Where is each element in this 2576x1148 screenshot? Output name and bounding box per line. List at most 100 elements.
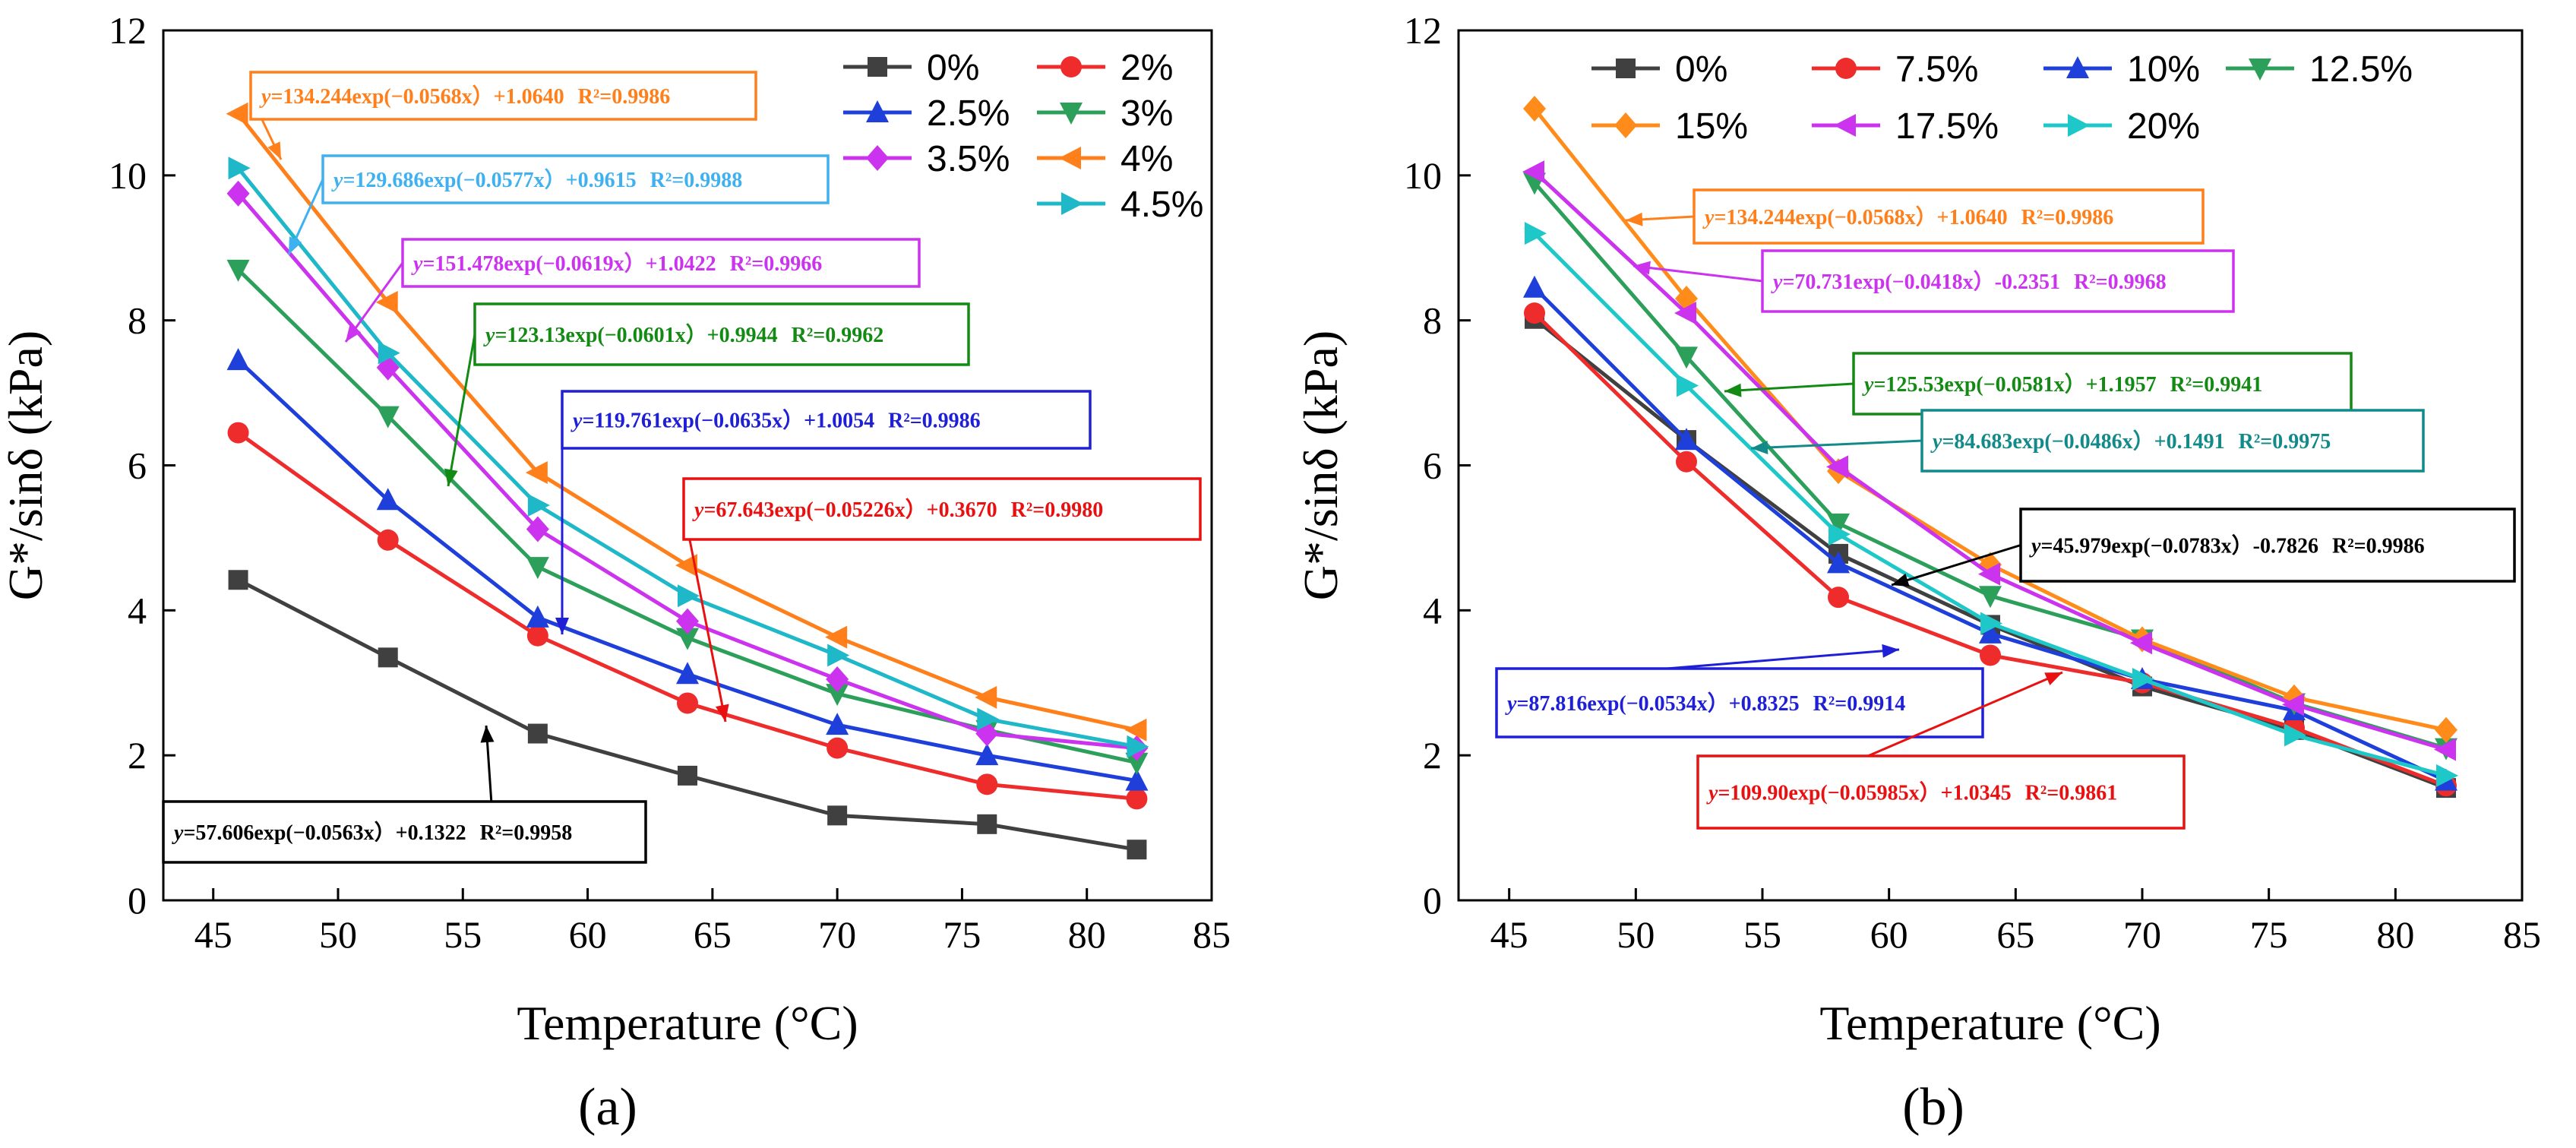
fit-arrow-head-a-3	[444, 468, 458, 486]
fit-equation-a-3: y=123.13exp(−0.0601x）+0.9944 R²=0.9962	[444, 302, 970, 487]
legend-marker-b-4	[1614, 112, 1637, 138]
fit-text-b-3: y=84.683exp(−0.0486x）+0.1491 R²=0.9975	[1930, 429, 2331, 454]
fit-equation-a-1: y=129.686exp(−0.0577x）+0.9615 R²=0.9988	[287, 154, 830, 255]
y-tick-label-b-6: 6	[1423, 444, 1442, 487]
fit-arrow-head-a-0	[267, 141, 281, 160]
y-tick-label-b-4: 4	[1423, 589, 1442, 631]
x-tick-label-a-55: 55	[444, 913, 482, 956]
data-point-b-5-1	[1674, 302, 1696, 325]
legend-label-a-4: 3.5%	[927, 139, 1010, 179]
fit-box-b-1	[1761, 249, 2235, 313]
data-point-a-0-4	[827, 805, 848, 826]
fit-text-a-1: y=129.686exp(−0.0577x）+0.9615 R²=0.9988	[331, 167, 742, 192]
y-axis-title-b: G*/sinδ (kPa)	[1294, 330, 1348, 600]
y-tick-label-a-12: 12	[109, 9, 147, 52]
data-point-b-6-5	[2284, 723, 2306, 747]
data-point-a-2-5	[975, 743, 999, 766]
series-a-1	[227, 422, 1148, 810]
data-point-b-5-4	[2130, 631, 2152, 655]
data-point-a-6-5	[977, 707, 1000, 731]
x-tick-label-a-45: 45	[194, 913, 232, 956]
legend-label-a-6: 4.5%	[1120, 185, 1203, 225]
data-point-a-3-0	[226, 259, 250, 282]
fit-text-b-4: y=45.979exp(−0.0783x）-0.7826 R²=0.9986	[2029, 533, 2425, 558]
data-point-b-3-3	[1979, 586, 2002, 609]
data-point-a-2-1	[376, 488, 400, 511]
legend-marker-b-2	[2066, 56, 2089, 78]
data-point-a-1-5	[976, 773, 998, 795]
fit-arrow-head-b-6	[2044, 672, 2062, 685]
legend-marker-a-0	[868, 57, 887, 77]
series-a-2	[226, 348, 1149, 791]
y-tick-label-b-0: 0	[1423, 879, 1442, 922]
data-point-a-0-0	[228, 570, 248, 590]
data-point-a-1-0	[227, 422, 249, 444]
fit-arrow-head-b-4	[1892, 573, 1910, 587]
data-point-b-5-5	[2282, 693, 2304, 716]
x-tick-label-b-85: 85	[2503, 913, 2541, 956]
legend-label-b-4: 15%	[1675, 106, 1748, 147]
fit-box-a-6	[162, 800, 647, 864]
fit-box-b-3	[1920, 409, 2425, 473]
data-point-a-3-2	[526, 557, 549, 580]
data-point-a-6-4	[827, 644, 850, 667]
x-tick-label-b-60: 60	[1870, 913, 1908, 956]
series-a-6	[228, 157, 1149, 758]
legend-marker-a-5	[1059, 147, 1081, 169]
chart-panel-a: 45 50 55 60 65 70 75 80 85 0 2 4 6 8 10 12 Temperature (…	[0, 9, 1231, 1137]
fit-box-a-2	[401, 238, 921, 288]
data-point-a-6-3	[678, 584, 700, 608]
fit-equation-a-4: y=119.761exp(−0.0635x）+1.0054 R²=0.9986	[555, 390, 1092, 634]
fit-box-b-4	[2019, 508, 2516, 583]
series-b-6	[1525, 222, 2458, 787]
legend-marker-b-3	[2249, 59, 2271, 81]
data-point-a-1-1	[377, 529, 399, 551]
x-tick-label-a-80: 80	[1068, 913, 1106, 956]
legend-a: 0% 2% 2.5% 3% 3.5% 4% 4.5%	[843, 48, 1203, 225]
legend-marker-a-6	[1061, 192, 1083, 215]
data-point-a-5-0	[226, 102, 248, 125]
fit-arrow-head-a-2	[346, 324, 362, 342]
data-point-a-0-1	[378, 647, 398, 668]
data-point-b-6-3	[1980, 612, 2002, 635]
y-tick-label-b-2: 2	[1423, 734, 1442, 776]
fit-text-b-1: y=70.731exp(−0.0418x）-0.2351 R²=0.9968	[1771, 269, 2167, 294]
data-point-b-4-0	[1523, 96, 1546, 122]
data-point-a-4-3	[676, 608, 699, 634]
legend-label-b-1: 7.5%	[1895, 49, 1978, 90]
x-tick-label-b-55: 55	[1743, 913, 1781, 956]
x-axis-title-a: Temperature (°C)	[517, 996, 858, 1050]
x-tick-label-b-65: 65	[1996, 913, 2034, 956]
x-tick-label-b-45: 45	[1490, 913, 1528, 956]
fit-box-a-3	[473, 302, 970, 366]
data-point-b-1-1	[1676, 451, 1697, 473]
y-tick-label-a-8: 8	[128, 299, 147, 342]
fit-arrow-head-b-2	[1724, 383, 1742, 397]
data-point-b-2-2	[1827, 551, 1850, 574]
data-point-b-3-2	[1827, 513, 1850, 536]
y-tick-label-a-0: 0	[128, 879, 147, 922]
chart-panel-b: 45 50 55 60 65 70 75 80 85 0 2 4 6 8 10 12 Temperature (…	[1294, 9, 2541, 1137]
fit-arrow-head-a-5	[715, 704, 729, 722]
data-point-a-5-5	[975, 685, 997, 709]
data-point-a-5-1	[375, 290, 398, 314]
legend-label-b-3: 12.5%	[2309, 49, 2413, 90]
data-point-a-6-0	[228, 157, 251, 180]
y-tick-label-a-10: 10	[109, 154, 147, 197]
panel-label-b: (b)	[1902, 1078, 1964, 1137]
x-tick-label-a-75: 75	[943, 913, 981, 956]
x-tick-label-a-70: 70	[818, 913, 856, 956]
data-point-b-6-6	[2436, 764, 2458, 787]
y-axis-title-a: G*/sinδ (kPa)	[0, 330, 52, 600]
legend-marker-b-0	[1616, 59, 1636, 78]
data-point-a-3-6	[1125, 752, 1149, 775]
data-point-a-2-0	[226, 348, 250, 371]
series-b-5	[1522, 160, 2456, 761]
fit-arrow-line-b-2	[1724, 382, 1854, 393]
fit-equation-b-0: y=134.244exp(−0.0568x）+1.0640 R²=0.9986	[1625, 188, 2205, 245]
x-tick-label-a-60: 60	[569, 913, 607, 956]
legend-marker-a-2	[866, 100, 889, 122]
fit-box-a-1	[321, 154, 830, 204]
data-point-a-4-4	[826, 666, 849, 692]
fit-equation-b-5: y=87.816exp(−0.0534x）+0.8325 R²=0.9914	[1495, 644, 1984, 738]
